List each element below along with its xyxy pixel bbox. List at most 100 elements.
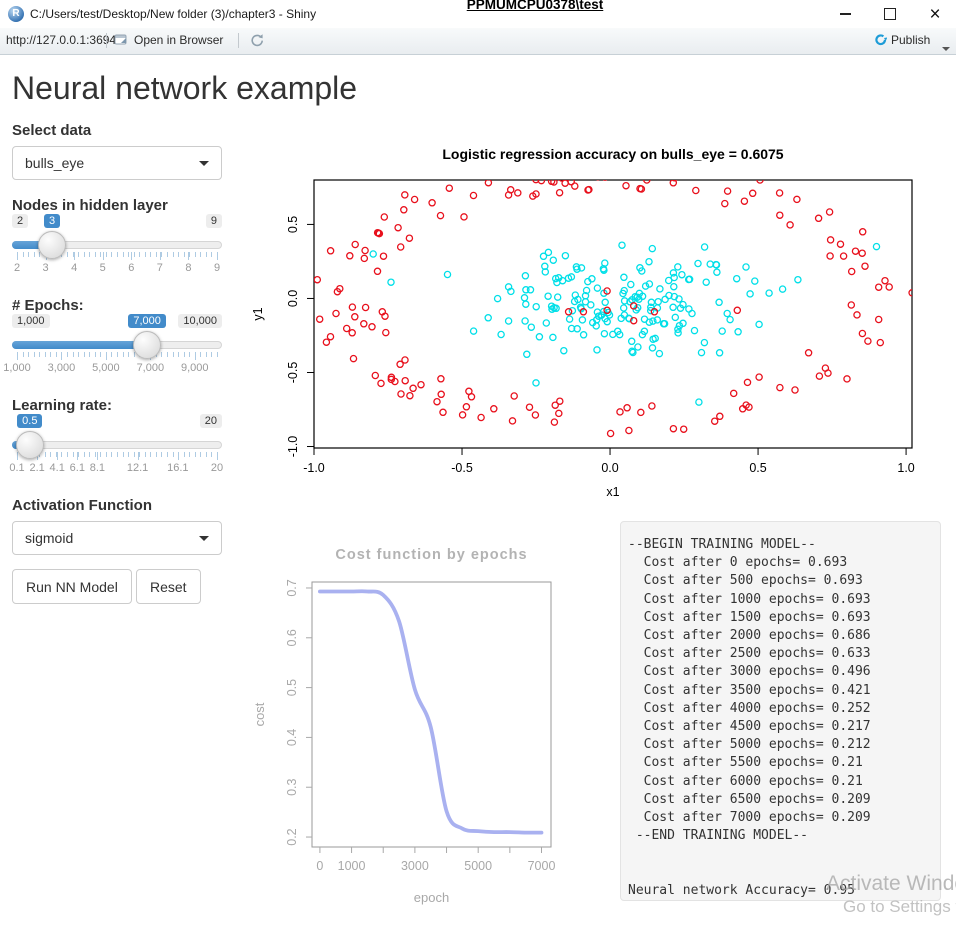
refresh-icon[interactable] [249,32,265,53]
scatter-point [729,389,738,398]
scatter-point [648,344,657,352]
url-text: http://127.0.0.1:3694 [6,33,117,47]
scatter-point [346,252,354,260]
slider-minor-tick [211,452,213,457]
slider-major-tick [17,352,18,360]
scatter-point [506,186,515,194]
publish-icon[interactable] [872,33,888,52]
scatter-point [336,284,344,293]
scatter-point [529,192,537,200]
scatter-point [406,391,414,400]
scatter-point [437,375,445,383]
scatter-point [733,306,742,315]
scatter-point [742,263,750,271]
slider-minor-tick [111,252,113,257]
publish-label[interactable]: Publish [891,33,931,47]
maximize-button[interactable] [873,0,907,28]
scatter-point [646,306,655,315]
scatter-point [755,373,763,381]
slider-major-tick [217,452,218,460]
scatter-point [373,267,382,276]
scatter-point [564,308,573,316]
scatter-point [616,408,624,416]
slider-handle[interactable] [15,431,44,459]
slider-major-tick [177,452,179,460]
scatter-point [645,280,654,288]
scatter-point [596,180,600,181]
scatter-point [573,325,581,333]
scatter-point [565,315,574,323]
scatter-point [315,315,324,323]
scatter-point [369,250,377,258]
epochs-slider[interactable]: 1,000 10,000 7,000 1,000 3,000 5,000 7,000 9… [3,314,222,376]
slider-minor-tick [172,452,174,457]
scatter-point [510,392,518,400]
slider-handle[interactable] [38,231,66,259]
slider-minor-tick [39,352,41,357]
close-button[interactable]: × [918,0,952,28]
x-tick-label: 0.0 [601,461,618,475]
scatter-point [858,249,866,257]
scatter-point [445,184,454,192]
scatter-point [676,304,685,312]
y-tick-label: 0.5 [286,216,300,233]
scatter-point [692,186,700,195]
scatter-point [776,383,784,392]
scatter-point [620,297,629,305]
scatter-point [649,335,657,343]
scatter-point [765,289,773,297]
scatter-point [648,402,656,410]
scatter-point [637,408,645,417]
slider-major-tick [188,252,190,260]
scatter-point [537,180,539,181]
y-axis-label: y1 [251,307,265,320]
run-nn-model-button[interactable]: Run NN Model [12,569,132,604]
scatter-point [379,252,388,260]
slider-tick-label: 7 [156,262,163,274]
slider-handle[interactable] [133,331,162,359]
scatter-point [634,343,642,351]
scatter-point [619,171,625,177]
scatter-point [561,251,570,260]
open-in-browser-icon[interactable] [114,33,129,51]
publish-caret-icon[interactable] [936,38,950,56]
scatter-point [568,306,577,315]
nodes-slider[interactable]: 2 9 3 2 3 4 5 6 7 8 9 [12,214,222,276]
scatter-point [825,208,834,216]
scatter-point [348,303,357,311]
scatter-point [360,254,369,263]
y-tick-label: 0.4 [285,729,299,746]
scatter-point [908,289,912,297]
reset-button[interactable]: Reset [136,569,201,604]
chevron-down-icon [199,160,209,166]
slider-major-tick [17,452,18,460]
scatter-point [588,318,597,327]
scatter-point [650,308,659,316]
open-in-browser-label[interactable]: Open in Browser [134,33,224,47]
scatter-point [622,181,630,190]
slider-major-tick [61,352,63,360]
scatter-point [715,349,724,357]
y-tick-label: 0.2 [285,828,299,845]
scatter-point [322,338,331,346]
select-data-label: Select data [12,122,92,139]
slider-major-tick [57,452,59,460]
slider-minor-tick [133,252,135,257]
learning-rate-slider[interactable]: 0.1 20 0.5 0.1 2.1 4.1 6.1 8.1 12.1 16.1 20 [9,414,223,476]
x-tick-label: 1000 [338,859,366,873]
scatter-point [349,354,358,363]
data-select-value: bulls_eye [25,155,85,171]
scatter-point [700,338,709,347]
scatter-point [549,333,557,342]
activation-select[interactable]: sigmoid [12,521,222,555]
x-tick-label: 0.5 [749,461,766,475]
data-select[interactable]: bulls_eye [12,146,222,180]
slider-minor-tick [183,452,185,457]
minimize-button[interactable] [828,0,862,28]
scatter-point [723,309,731,318]
slider-minor-tick [139,452,141,457]
scatter-point [462,403,471,411]
scatter-point [775,189,784,197]
slider-minor-tick [189,452,191,457]
slider-minor-tick [122,252,124,257]
